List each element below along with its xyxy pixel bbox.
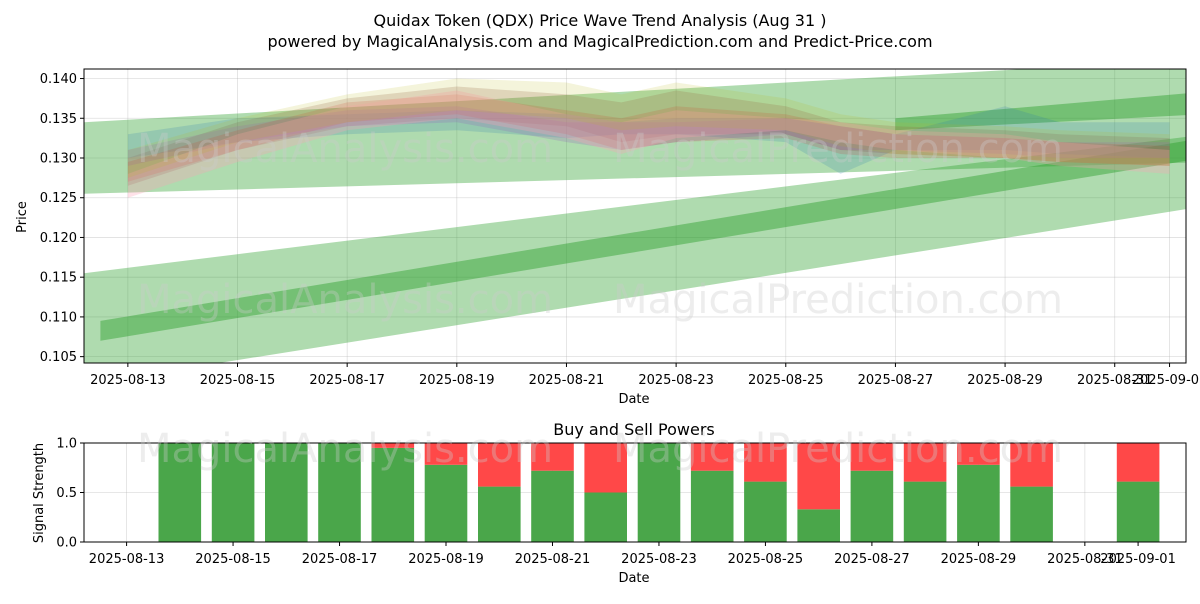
sell-power-bar	[850, 443, 894, 471]
price-x-tick-label: 2025-08-25	[748, 373, 824, 388]
price-x-tick-label: 2025-08-23	[638, 373, 714, 388]
buy-power-bar	[637, 443, 681, 542]
price-axes-frame	[83, 68, 1187, 364]
buy-power-bar	[903, 481, 947, 542]
sell-power-bar	[371, 443, 415, 448]
chart-subtitle: powered by MagicalAnalysis.com and Magic…	[267, 32, 932, 51]
signal-y-tick-label: 0.0	[56, 536, 77, 551]
watermark-prediction-middle: MagicalPrediction.com	[613, 277, 1063, 323]
signal-x-tick-label: 2025-08-27	[834, 552, 910, 567]
buy-power-bar	[744, 481, 787, 542]
price-x-tick-label: 2025-08-27	[858, 373, 934, 388]
signal-axes: 0.0 0.5 1.0 2025-08-13 2025-08-15 2025-08-17 2…	[56, 437, 1187, 567]
upper-trend-band	[84, 69, 1186, 194]
price-x-tick-label: 2025-08-19	[419, 373, 495, 388]
orange-wave	[127, 78, 1170, 178]
buy-power-bar	[265, 443, 308, 542]
mid-trend-channel	[100, 140, 1186, 341]
price-axes: 0.105 0.110 0.115 0.120 0.125 0.130 0.135 0.140…	[40, 68, 1200, 388]
signal-x-tick-label: 2025-08-25	[728, 552, 804, 567]
signal-y-tick-label: 1.0	[56, 437, 77, 452]
price-y-tick-label: 0.105	[40, 350, 77, 365]
buy-power-bar	[371, 447, 415, 542]
buy-power-bar	[211, 443, 255, 542]
price-y-tick-label: 0.110	[40, 310, 77, 325]
signal-x-tick-label: 2025-08-19	[408, 552, 484, 567]
signal-x-tick-label: 2025-08-31	[1047, 552, 1123, 567]
price-x-axis-label: Date	[618, 392, 649, 407]
signal-x-tick-label: 2025-08-13	[89, 552, 165, 567]
price-plot-area	[84, 69, 1186, 363]
signal-x-tick-label: 2025-08-17	[302, 552, 378, 567]
price-x-tick-label: 2025-08-17	[309, 373, 385, 388]
price-x-tick-label: 2025-08-21	[529, 373, 605, 388]
price-y-tick-label: 0.130	[40, 151, 77, 166]
sell-power-bar	[690, 443, 734, 471]
signal-x-tick-label: 2025-09-01	[1100, 552, 1176, 567]
sell-power-bar	[1010, 443, 1053, 487]
price-y-tick-label: 0.135	[40, 112, 77, 127]
signal-x-axis-label: Date	[618, 571, 649, 586]
sell-power-bar	[957, 443, 1000, 465]
sell-power-bar	[424, 443, 468, 465]
sell-power-bar	[1116, 443, 1160, 482]
sell-power-bar	[584, 443, 627, 493]
buy-power-bar	[850, 470, 894, 542]
signal-x-tick-label: 2025-08-21	[515, 552, 591, 567]
price-y-tick-label: 0.140	[40, 72, 77, 87]
lower-trend-band	[84, 136, 1186, 363]
buy-power-bar	[478, 486, 521, 542]
buy-power-bar	[1116, 481, 1160, 542]
buy-power-bar	[318, 443, 361, 542]
price-x-tick-label: 2025-08-31	[1077, 373, 1153, 388]
watermark-analysis-top: MagicalAnalysis.com	[137, 126, 553, 172]
price-x-tick-label: 2025-09-01	[1132, 373, 1200, 388]
price-x-tick-label: 2025-08-13	[90, 373, 166, 388]
price-y-axis-label: Price	[15, 201, 30, 233]
watermark-prediction-bottom: MagicalPrediction.com	[613, 426, 1063, 472]
sell-power-bar	[797, 443, 840, 510]
signal-chart-title: Buy and Sell Powers	[553, 420, 715, 439]
pink-wave	[127, 90, 1170, 198]
price-y-tick-label: 0.125	[40, 191, 77, 206]
brown-wave	[127, 86, 1170, 186]
price-x-tick-label: 2025-08-29	[967, 373, 1043, 388]
signal-y-tick-label: 0.5	[56, 486, 77, 501]
buy-power-bar	[158, 443, 202, 542]
upper-trend-channel	[895, 93, 1186, 131]
buy-power-bar	[1010, 486, 1053, 542]
buy-power-bar	[424, 464, 468, 542]
chart-title: Quidax Token (QDX) Price Wave Trend Anal…	[373, 11, 826, 30]
signal-x-tick-label: 2025-08-23	[621, 552, 697, 567]
watermark-analysis-bottom: MagicalAnalysis.com	[137, 426, 553, 472]
price-y-tick-label: 0.115	[40, 271, 77, 286]
buy-power-bar	[584, 492, 627, 542]
blue-wave	[127, 106, 1170, 174]
sell-power-bar	[744, 443, 787, 482]
sell-power-bar	[478, 443, 521, 487]
sell-power-bar	[903, 443, 947, 482]
purple-wave	[127, 106, 1170, 166]
buy-power-bar	[797, 509, 840, 542]
sell-power-bar	[531, 443, 574, 471]
signal-x-tick-label: 2025-08-29	[941, 552, 1017, 567]
red-wave	[127, 94, 1170, 182]
watermark-prediction-top: MagicalPrediction.com	[613, 126, 1063, 172]
buy-power-bar	[531, 470, 574, 542]
price-y-tick-label: 0.120	[40, 231, 77, 246]
buy-power-bar	[957, 464, 1000, 542]
signal-x-tick-label: 2025-08-15	[195, 552, 271, 567]
buy-power-bar	[690, 470, 734, 542]
signal-y-axis-label: Signal Strength	[32, 443, 47, 543]
watermark-analysis-middle: MagicalAnalysis.com	[137, 277, 553, 323]
price-x-tick-label: 2025-08-15	[200, 373, 276, 388]
